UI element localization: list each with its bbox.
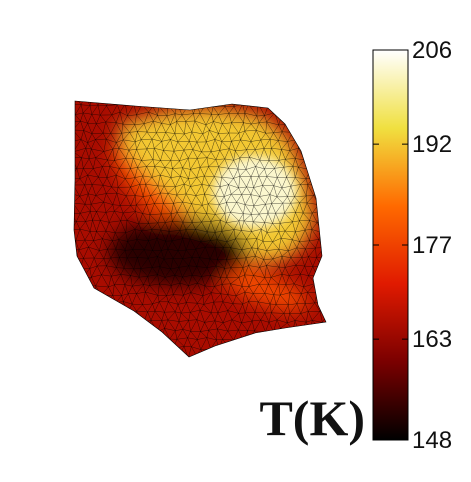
temperature-field bbox=[74, 101, 326, 357]
colorbar-tick-label: 206 bbox=[412, 37, 452, 64]
mesh-edges bbox=[74, 101, 326, 357]
colorbar-label: T(K) bbox=[259, 390, 365, 446]
triangle-mesh bbox=[74, 101, 326, 357]
colorbar-tick-label: 148 bbox=[412, 427, 452, 454]
field-region-cold-pocket bbox=[108, 218, 248, 286]
colorbar-tick-label: 177 bbox=[412, 232, 452, 259]
colorbar-ticks: 206 192 177 163 148 bbox=[373, 37, 452, 454]
colorbar-tick-label: 192 bbox=[412, 131, 452, 158]
colorbar-tick-label: 163 bbox=[412, 326, 452, 353]
